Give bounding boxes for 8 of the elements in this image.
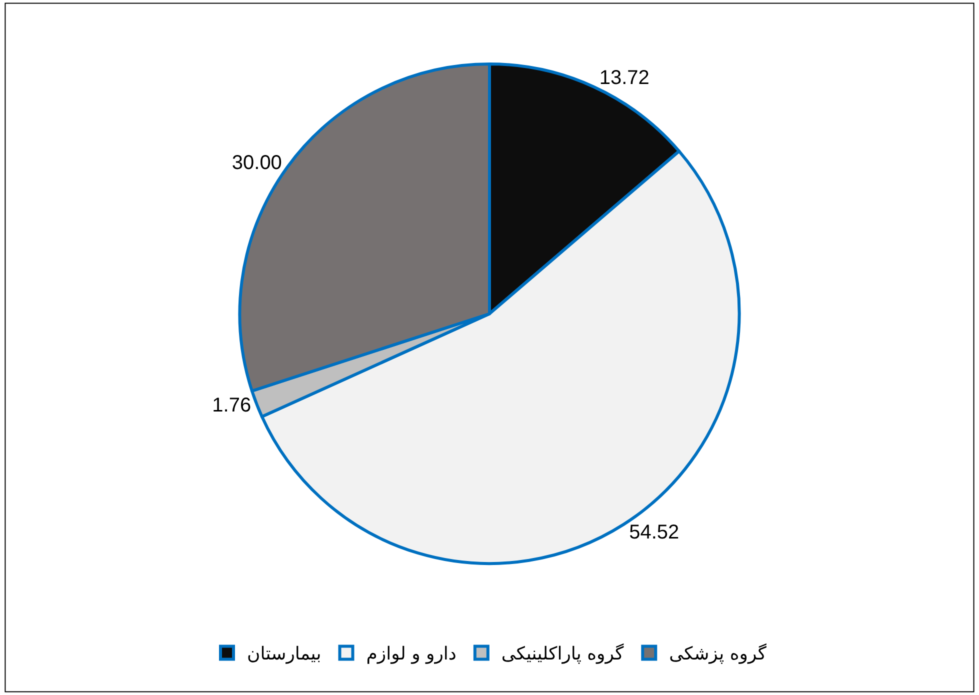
data-label: 13.72 <box>599 66 650 89</box>
legend-label: گروه پاراکلینیکی <box>501 642 624 665</box>
legend-label: بیمارستان <box>247 644 322 665</box>
data-label: 1.76 <box>212 394 252 416</box>
legend-label: دارو و لوازم <box>366 644 456 665</box>
data-label: 54.52 <box>629 521 680 544</box>
data-label: 30.00 <box>232 152 282 174</box>
legend-label: گروه پزشکی <box>669 642 767 665</box>
